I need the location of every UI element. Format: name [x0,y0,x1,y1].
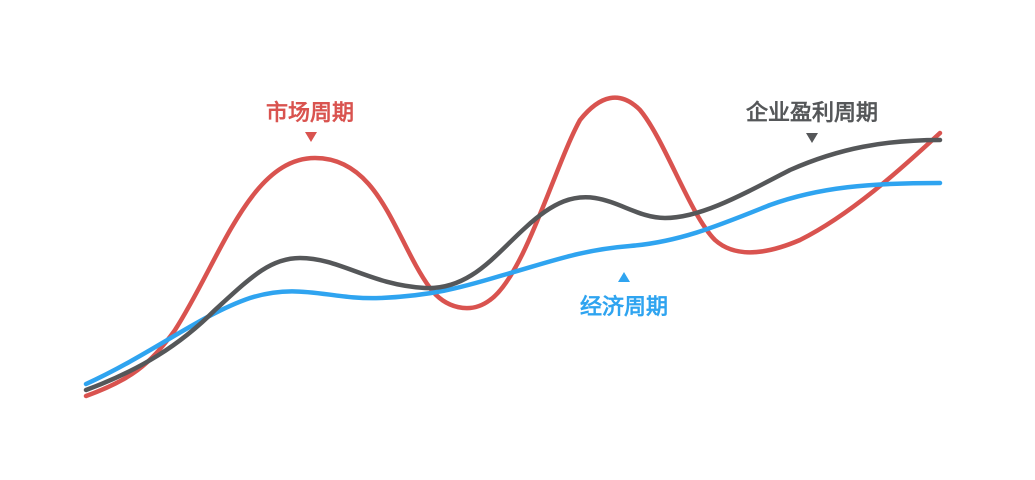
profit-cycle-curve [83,137,943,393]
profit-cycle-label: 企业盈利周期 [745,100,878,126]
profit-pointer-icon [806,133,818,143]
economy-pointer-icon [618,272,630,282]
market-pointer-icon [305,132,317,142]
economy-cycle-label: 经济周期 [580,294,668,320]
market-cycle-curve [83,95,943,399]
economy-cycle-curve [83,180,943,387]
market-cycle-label: 市场周期 [266,100,354,126]
